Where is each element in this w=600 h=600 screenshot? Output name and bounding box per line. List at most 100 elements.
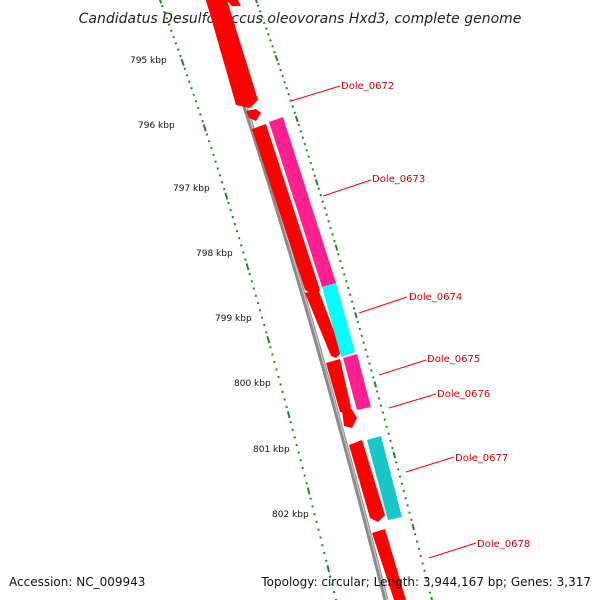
minor-tick: [188, 80, 191, 83]
major-tick: [334, 244, 339, 251]
minor-tick: [303, 142, 307, 146]
minor-tick: [231, 215, 235, 219]
major-tick: [430, 596, 434, 600]
minor-tick: [309, 161, 313, 165]
gene-feature[interactable]: [326, 359, 351, 413]
scale-label: 797 kbp: [173, 184, 210, 194]
minor-tick: [301, 136, 305, 139]
minor-tick: [303, 474, 306, 477]
major-tick: [245, 263, 250, 271]
minor-tick: [273, 360, 276, 364]
minor-tick: [398, 475, 402, 478]
gene-feature[interactable]: [269, 117, 336, 287]
gene-feature[interactable]: [342, 408, 357, 428]
gene-feature[interactable]: [252, 124, 320, 296]
minor-tick: [285, 86, 288, 90]
minor-tick: [279, 383, 282, 386]
major-tick: [373, 381, 378, 388]
gene-label-dole-0675[interactable]: Dole_0675: [427, 354, 480, 365]
major-tick: [180, 58, 185, 66]
minor-tick: [260, 316, 264, 319]
inner-gene-track: [206, 0, 406, 600]
minor-tick: [291, 105, 294, 108]
minor-tick: [297, 451, 300, 454]
major-tick: [326, 565, 331, 573]
scale-tick-ring: [158, 0, 338, 600]
gene-feature[interactable]: [226, 0, 241, 6]
minor-tick: [269, 345, 272, 349]
minor-tick: [311, 168, 315, 171]
gene-feature[interactable]: [367, 436, 402, 520]
minor-tick: [313, 174, 317, 178]
minor-tick: [307, 155, 311, 158]
map-title: Candidatus Desulfococcus oleovorans Hxd3…: [79, 11, 522, 27]
minor-tick: [212, 153, 215, 157]
minor-tick: [229, 208, 232, 212]
scale-label: 801 kbp: [253, 445, 290, 455]
minor-tick: [402, 489, 406, 493]
minor-tick: [293, 111, 297, 114]
gene-feature[interactable]: [206, 0, 258, 108]
minor-tick: [167, 23, 171, 26]
gene-feature[interactable]: [305, 289, 342, 358]
minor-tick: [350, 300, 354, 303]
scale-label: 796 kbp: [138, 121, 175, 131]
minor-tick: [293, 436, 296, 439]
minor-tick: [222, 187, 226, 191]
major-tick: [411, 523, 415, 531]
minor-tick: [256, 4, 260, 7]
minor-tick: [256, 301, 260, 305]
minor-tick: [265, 27, 268, 30]
minor-tick: [377, 397, 381, 400]
gene-label-dole-0674[interactable]: Dole_0674: [409, 292, 462, 303]
major-tick: [314, 179, 319, 186]
minor-tick: [275, 368, 278, 371]
minor-tick: [227, 201, 230, 205]
gene-label-dole-0676[interactable]: Dole_0676: [437, 389, 490, 400]
minor-tick: [327, 220, 330, 223]
minor-tick: [163, 10, 166, 14]
minor-tick: [396, 468, 400, 471]
gene-label-dole-0677[interactable]: Dole_0677: [455, 453, 508, 464]
minor-tick: [404, 496, 407, 500]
minor-tick: [283, 80, 286, 84]
gene-label-dole-0673[interactable]: Dole_0673: [372, 174, 425, 185]
minor-tick: [321, 200, 324, 203]
major-tick: [158, 0, 163, 4]
callout-line: [428, 542, 477, 559]
gene-feature[interactable]: [372, 529, 406, 600]
minor-tick: [289, 420, 292, 424]
genome-summary-text: Topology: circular; Length: 3,944,167 bp…: [260, 575, 591, 589]
gene-feature[interactable]: [322, 283, 355, 357]
minor-tick: [185, 73, 189, 77]
minor-tick: [240, 244, 243, 247]
scale-label: 795 kbp: [130, 56, 167, 66]
minor-tick: [410, 518, 413, 522]
gene-label-dole-0678[interactable]: Dole_0678: [477, 539, 530, 550]
callout-line: [322, 179, 372, 197]
minor-tick: [333, 239, 336, 243]
scale-label: 798 kbp: [196, 249, 233, 259]
minor-tick: [400, 482, 404, 486]
minor-tick: [273, 50, 276, 54]
gene-feature[interactable]: [343, 354, 371, 410]
minor-tick: [174, 42, 178, 45]
major-tick: [266, 336, 271, 344]
gene-feature[interactable]: [349, 440, 385, 522]
minor-tick: [252, 287, 256, 290]
minor-tick: [379, 404, 383, 407]
minor-tick: [179, 54, 182, 58]
minor-tick: [301, 466, 304, 470]
minor-tick: [271, 44, 274, 48]
minor-tick: [165, 17, 169, 20]
minor-tick: [299, 459, 302, 462]
minor-tick: [233, 222, 237, 226]
major-tick: [254, 0, 258, 4]
gene-callouts: Dole_0672 Dole_0673 Dole_0674 Dole_0675 …: [290, 81, 530, 559]
minor-tick: [172, 35, 175, 39]
gene-feature[interactable]: [246, 109, 261, 121]
minor-tick: [192, 93, 195, 96]
gene-label-dole-0672[interactable]: Dole_0672: [341, 81, 394, 92]
minor-tick: [305, 149, 309, 152]
